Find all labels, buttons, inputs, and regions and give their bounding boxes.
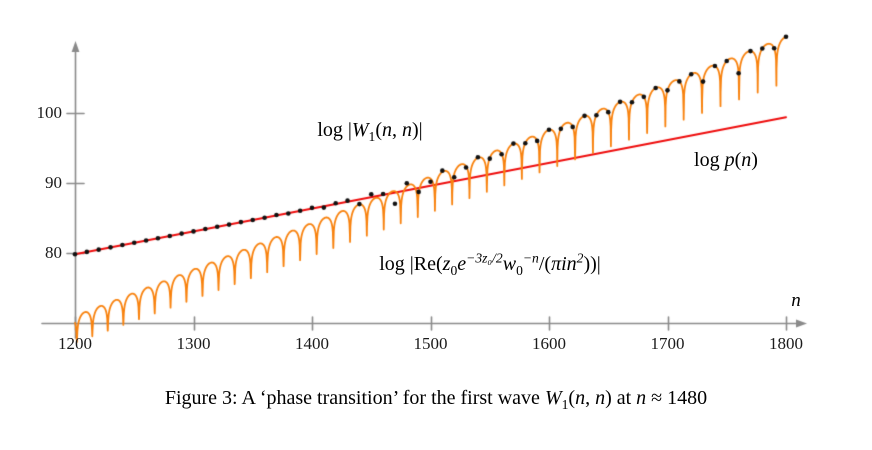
x-tick-label: 1700 — [650, 334, 685, 353]
x-tick-label: 1800 — [769, 334, 803, 353]
w1-curve-label: log |W1(n, n)| — [317, 119, 423, 144]
y-tick-label: 80 — [45, 243, 62, 262]
x-tick-label: 1200 — [58, 334, 92, 353]
logp-line-label: log p(n) — [694, 149, 758, 171]
x-tick-label: 1300 — [176, 334, 211, 353]
y-tick-label: 90 — [45, 173, 62, 192]
figure-caption: Figure 3: A ‘phase transition’ for the f… — [164, 387, 708, 412]
x-tick-label: 1500 — [413, 334, 448, 353]
x-axis-letter-label: n — [791, 290, 801, 311]
re-wave-label: log |Re(z0e−3z₀/2w0−n/(πin2))| — [379, 250, 601, 278]
x-tick-label: 1600 — [532, 334, 566, 353]
x-tick-label: 1400 — [295, 334, 329, 353]
y-tick-label: 100 — [36, 103, 63, 122]
